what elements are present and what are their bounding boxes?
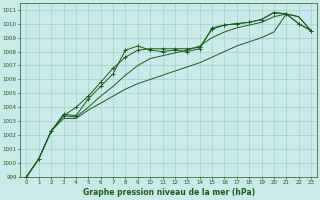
X-axis label: Graphe pression niveau de la mer (hPa): Graphe pression niveau de la mer (hPa): [83, 188, 255, 197]
